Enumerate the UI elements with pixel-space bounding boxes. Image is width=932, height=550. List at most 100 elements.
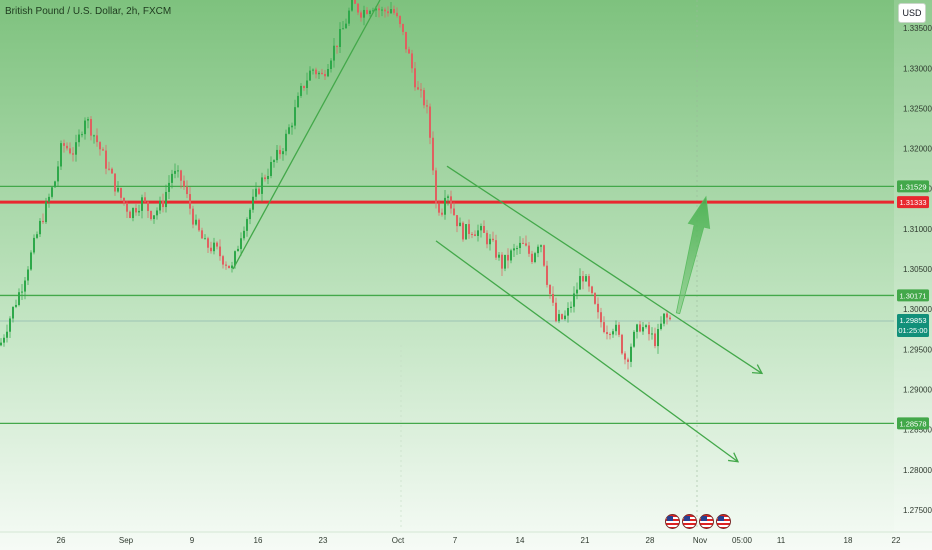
candle-body [486,232,488,245]
candle-body [237,248,239,252]
candle-body [159,200,161,211]
candle-body [210,247,212,252]
candle-body [570,306,572,309]
candle-body [591,286,593,294]
candle-body [183,180,185,187]
time-axis[interactable]: 26 Sep 9 16 23 Oct 7 14 21 28 Nov 05:00 11 18 22 [57,536,901,545]
candle-body [129,211,131,219]
projection-arrow-icon[interactable] [675,195,711,315]
price-tick-label: 1.27500 [903,506,932,515]
candle-body [657,329,659,347]
uptrend-line[interactable] [232,0,381,270]
candle-body [525,243,527,246]
candle-body [162,200,164,208]
candle-body [651,333,653,335]
candle-body [312,69,314,71]
candle-body [270,162,272,176]
candle-body [513,248,515,251]
candle-body [321,72,323,74]
candle-body [12,306,14,319]
time-tick-label: 23 [319,536,328,545]
candle-body [216,242,218,247]
candle-body [192,208,194,225]
candle-body [333,45,335,61]
time-tick-label: Oct [392,536,405,545]
candle-body [588,276,590,287]
candle-body [639,324,641,332]
candle-body [66,145,68,149]
candle-body [324,73,326,77]
candle-body [126,202,128,212]
currency-button[interactable]: USD [898,3,926,23]
current-price-label[interactable] [897,313,929,337]
us-flag-icon[interactable] [665,514,680,529]
us-flag-icon[interactable] [716,514,731,529]
candle-body [507,254,509,261]
candle-body [573,293,575,307]
level-label-green[interactable] [897,417,929,430]
candle-body [405,31,407,50]
level-label-red[interactable] [897,196,929,209]
candle-body [366,9,368,14]
time-tick-label: Sep [119,536,134,545]
channel-lower-line[interactable] [435,240,739,463]
candle-body [615,324,617,332]
trend-drawings[interactable] [232,0,764,463]
price-tick-label: 1.33500 [903,24,932,33]
candle-body [501,254,503,269]
candle-body [282,151,284,155]
candle-body [594,293,596,304]
candle-body [189,194,191,209]
candle-body [627,359,629,362]
candle-body [378,8,380,11]
level-label-green[interactable] [897,180,929,193]
candle-body [585,276,587,282]
time-tick-label: 28 [646,536,655,545]
price-tick-label: 1.33000 [903,64,932,73]
symbol-title: British Pound / U.S. Dollar, 2h, FXCM [5,6,172,17]
candle-body [258,188,260,194]
candle-body [624,353,626,360]
price-tick-label: 1.28500 [903,426,932,435]
candle-body [249,209,251,220]
candle-body [51,187,53,197]
price-tick-label: 1.30500 [903,265,932,274]
us-flag-icon[interactable] [699,514,714,529]
candle-body [303,85,305,89]
channel-upper-line[interactable] [446,165,763,374]
price-tick-label: 1.32500 [903,104,932,113]
candle-body [426,105,428,107]
candle-body [636,324,638,332]
candle-body [117,187,119,192]
candle-body [453,208,455,216]
candle-body [504,254,506,269]
candle-body [402,24,404,32]
candle-body [255,188,257,197]
candle-body [600,312,602,323]
candle-body [363,9,365,18]
candle-body [132,207,134,219]
candle-body [399,16,401,25]
economic-events[interactable] [665,514,731,530]
candle-body [54,181,56,188]
channel-upper-arrowhead[interactable] [751,364,764,375]
candle-body [462,222,464,240]
candle-body [234,251,236,266]
us-flag-icon[interactable] [682,514,697,529]
candle-body [357,3,359,13]
candle-body [138,210,140,213]
candle-body [222,256,224,265]
candle-body [654,333,656,347]
candle-body [645,325,647,328]
price-axis[interactable]: 1.335001.330001.325001.320001.315001.310… [897,24,932,515]
candle-body [9,318,11,332]
candle-body [147,201,149,211]
level-label-text: 1.31529 [899,182,926,191]
candle-body [99,142,101,150]
candle-body [663,313,665,324]
channel-lower-arrowhead[interactable] [728,452,740,463]
candle-body [243,230,245,239]
level-label-green[interactable] [897,289,929,302]
